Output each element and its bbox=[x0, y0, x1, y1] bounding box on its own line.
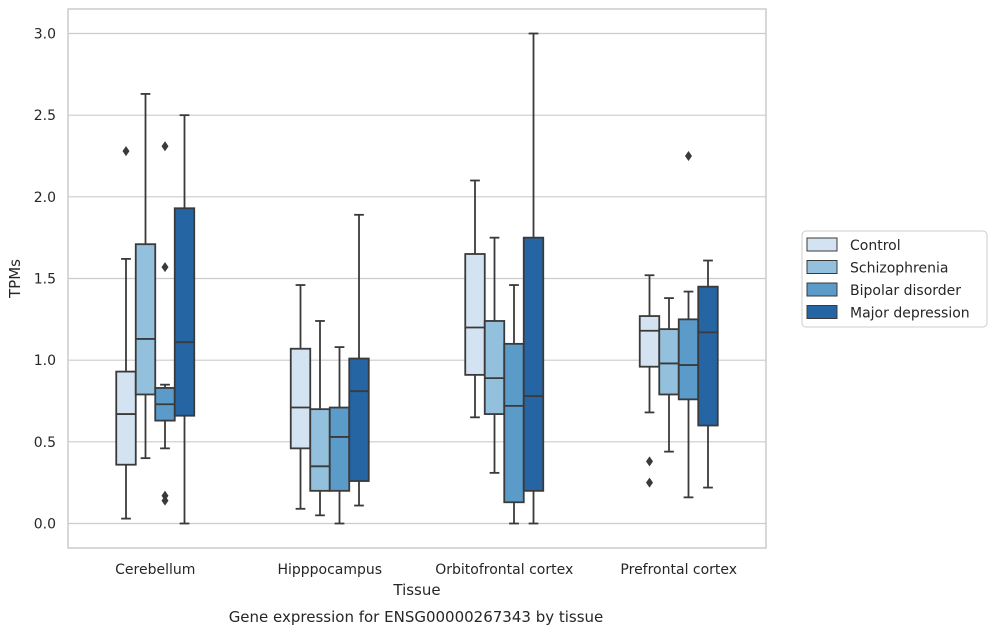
legend-frame bbox=[801, 230, 988, 328]
plot-area-frame bbox=[67, 8, 767, 549]
y-tick-label: 0.0 bbox=[34, 517, 56, 533]
legend-label-control: Control bbox=[850, 238, 901, 254]
legend: Control Schizophrenia Bipolar disorder Majo… bbox=[801, 230, 988, 328]
outlier-point bbox=[646, 456, 653, 467]
box-bipolar-disorder-hipppocampus bbox=[328, 346, 351, 525]
y-axis-ticks: 0.0 0.5 1.0 1.5 2.0 2.5 3.0 bbox=[34, 27, 56, 533]
outlier-point bbox=[161, 495, 169, 506]
legend-label-bipolar-disorder: Bipolar disorder bbox=[850, 283, 961, 299]
outlier-point bbox=[161, 262, 169, 273]
y-tick-label: 1.5 bbox=[34, 272, 56, 288]
legend-swatch-schizophrenia bbox=[806, 260, 838, 274]
box-control-orbitofrontal-cortex bbox=[464, 179, 486, 419]
box-bipolar-disorder-cerebellum bbox=[154, 141, 176, 506]
y-tick-label: 3.0 bbox=[34, 27, 56, 43]
x-axis-ticks: Cerebellum Hipppocampus Orbitofrontal cort… bbox=[115, 562, 737, 578]
legend-label-schizophrenia: Schizophrenia bbox=[850, 261, 948, 277]
y-axis-label: TPMs bbox=[6, 259, 24, 299]
box-schizophrenia-cerebellum bbox=[134, 93, 157, 460]
box-iqr bbox=[173, 207, 196, 417]
series-bipolar-disorder bbox=[154, 141, 700, 525]
box-major-depression-prefrontal-cortex bbox=[697, 259, 719, 489]
gridlines bbox=[68, 32, 766, 525]
outlier-point bbox=[161, 141, 169, 152]
series-schizophrenia bbox=[134, 93, 680, 517]
box-iqr bbox=[348, 357, 370, 482]
x-tick-label: Hipppocampus bbox=[277, 562, 382, 578]
box-bipolar-disorder-prefrontal-cortex bbox=[677, 151, 700, 499]
box-iqr bbox=[522, 236, 545, 492]
box-iqr bbox=[658, 328, 680, 396]
y-tick-label: 2.0 bbox=[34, 190, 56, 206]
y-tick-label: 2.5 bbox=[34, 108, 56, 124]
series-control bbox=[115, 146, 661, 520]
box-major-depression-cerebellum bbox=[173, 114, 196, 525]
box-schizophrenia-prefrontal-cortex bbox=[658, 297, 680, 453]
box-iqr bbox=[115, 370, 137, 466]
box-major-depression-hipppocampus bbox=[348, 213, 370, 507]
x-tick-label: Orbitofrontal cortex bbox=[435, 562, 573, 578]
legend-swatch-control bbox=[806, 237, 838, 252]
box-iqr bbox=[677, 318, 700, 401]
box-control-hipppocampus bbox=[289, 284, 312, 510]
box-control-cerebellum bbox=[115, 146, 137, 520]
box-iqr bbox=[483, 320, 506, 415]
box-iqr bbox=[638, 315, 661, 368]
box-series-layer bbox=[115, 32, 719, 525]
outlier-point bbox=[685, 151, 692, 161]
box-iqr bbox=[503, 342, 525, 504]
legend-swatch-major-depression bbox=[806, 305, 838, 319]
box-iqr bbox=[289, 347, 312, 450]
series-major-depression bbox=[173, 32, 719, 525]
y-tick-label: 0.5 bbox=[34, 435, 56, 451]
box-schizophrenia-orbitofrontal-cortex bbox=[483, 236, 506, 474]
box-iqr bbox=[697, 285, 719, 427]
outlier-point bbox=[646, 477, 653, 488]
legend-label-major-depression: Major depression bbox=[850, 306, 970, 322]
chart-caption: Gene expression for ENSG00000267343 by t… bbox=[229, 608, 604, 626]
box-control-prefrontal-cortex bbox=[638, 274, 661, 488]
x-tick-label: Cerebellum bbox=[115, 562, 195, 578]
x-axis-label: Tissue bbox=[392, 581, 440, 599]
box-iqr bbox=[309, 408, 331, 492]
box-iqr bbox=[134, 243, 157, 396]
box-major-depression-orbitofrontal-cortex bbox=[522, 32, 545, 525]
y-tick-label: 1.0 bbox=[34, 353, 56, 369]
box-bipolar-disorder-orbitofrontal-cortex bbox=[503, 284, 525, 525]
legend-swatch-bipolar-disorder bbox=[806, 282, 838, 297]
box-iqr bbox=[328, 406, 351, 492]
outlier-point bbox=[122, 146, 130, 157]
box-iqr bbox=[464, 253, 486, 376]
box-schizophrenia-hipppocampus bbox=[309, 320, 331, 517]
x-tick-label: Prefrontal cortex bbox=[620, 562, 737, 578]
